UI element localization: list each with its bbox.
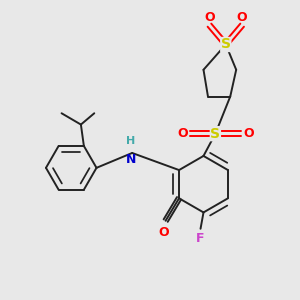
Text: F: F: [196, 232, 205, 245]
Text: O: O: [159, 226, 169, 239]
Text: O: O: [237, 11, 248, 24]
Text: O: O: [243, 127, 254, 140]
Text: N: N: [125, 153, 136, 166]
Text: O: O: [204, 11, 215, 24]
Text: S: S: [210, 127, 220, 141]
Text: S: S: [221, 38, 231, 52]
Text: H: H: [126, 136, 135, 146]
Text: O: O: [177, 127, 188, 140]
